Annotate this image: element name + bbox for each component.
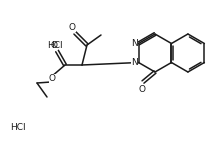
Text: O: O <box>49 74 56 82</box>
Text: O: O <box>68 22 75 32</box>
Text: O: O <box>138 85 145 94</box>
Text: HCl: HCl <box>10 123 26 132</box>
Text: N: N <box>131 39 138 48</box>
Text: N: N <box>131 58 138 67</box>
Text: O: O <box>50 41 57 49</box>
Text: HCl: HCl <box>47 41 63 49</box>
